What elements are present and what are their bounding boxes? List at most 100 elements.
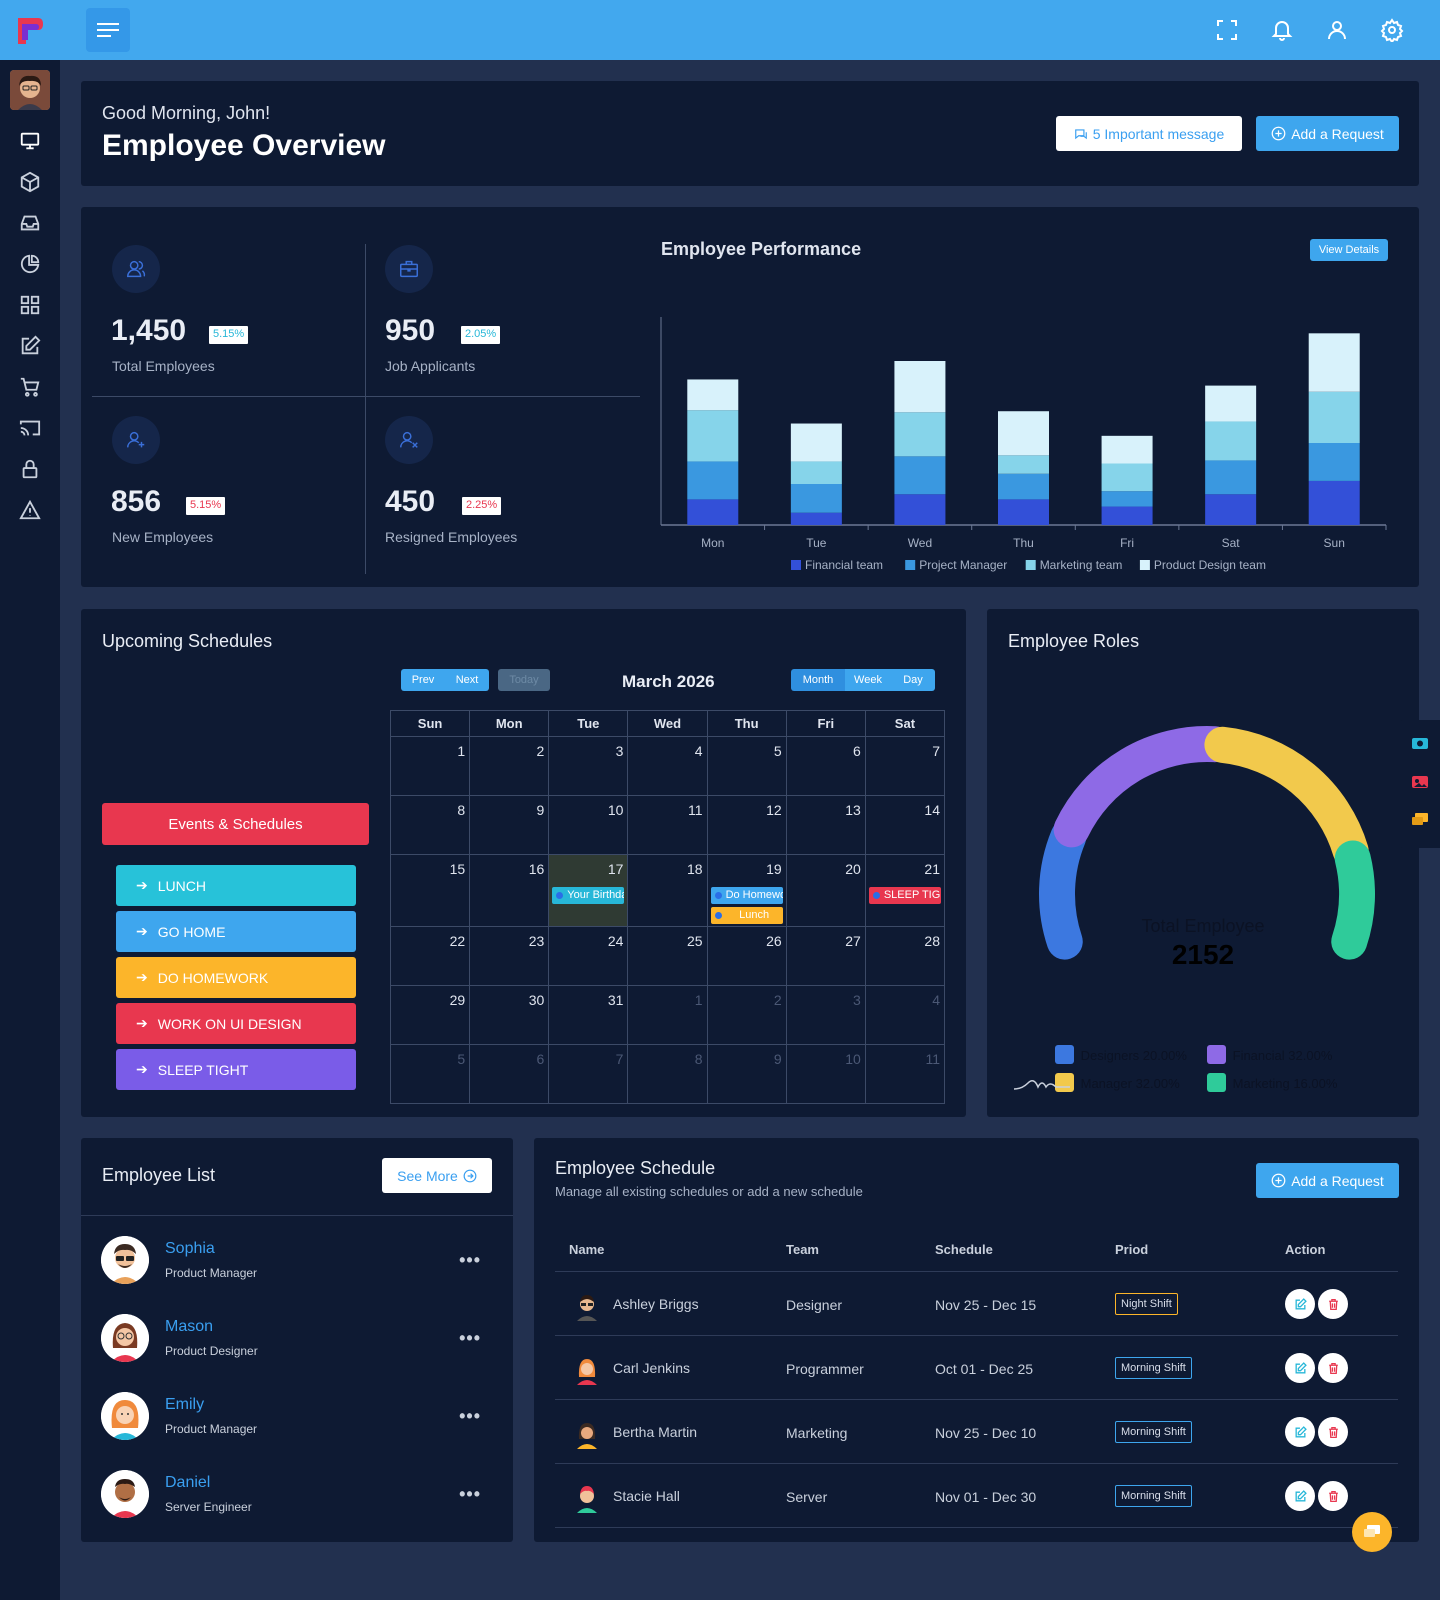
calendar-next-button[interactable]: Next <box>445 669 489 691</box>
calendar-view-month[interactable]: Month <box>791 669 845 691</box>
calendar-today-button[interactable]: Today <box>498 669 550 691</box>
important-message-button[interactable]: 5 Important message <box>1056 116 1242 151</box>
calendar-day[interactable]: 4 <box>627 736 708 796</box>
more-options-icon[interactable]: ••• <box>459 1406 481 1426</box>
user-icon[interactable] <box>1325 18 1349 42</box>
bell-icon[interactable] <box>1270 18 1294 42</box>
employee-list-item[interactable]: Daniel Server Engineer ••• <box>101 1470 491 1530</box>
calendar-day[interactable]: 12 <box>706 795 787 855</box>
more-options-icon[interactable]: ••• <box>459 1484 481 1504</box>
calendar-day-other-month[interactable]: 9 <box>706 1044 787 1104</box>
lock-icon[interactable] <box>19 458 41 480</box>
event-button-lunch[interactable]: ➔ LUNCH <box>116 865 356 906</box>
column-header-action[interactable]: Action <box>1285 1242 1326 1257</box>
employee-name[interactable]: Mason <box>165 1318 214 1335</box>
event-sleep-tight[interactable]: SLEEP TIGHT <box>868 887 941 904</box>
calendar-day-other-month[interactable]: 5 <box>389 1044 471 1104</box>
calendar-prev-button[interactable]: Prev <box>401 669 445 691</box>
calendar-day[interactable]: 15 <box>389 854 471 927</box>
calendar-day-other-month[interactable]: 11 <box>864 1044 946 1104</box>
calendar-day[interactable]: 31 <box>548 985 629 1045</box>
calendar-day[interactable]: 24 <box>548 926 629 986</box>
event-button-ui-design[interactable]: ➔ WORK ON UI DESIGN <box>116 1003 356 1044</box>
calendar-day-today[interactable]: 17 Your Birthday <box>548 854 629 927</box>
camera-icon[interactable] <box>1411 736 1429 750</box>
calendar-view-week[interactable]: Week <box>845 669 891 691</box>
calendar-day[interactable]: 6 <box>785 736 866 796</box>
gear-icon[interactable] <box>1380 18 1404 42</box>
calendar-day-other-month[interactable]: 3 <box>785 985 866 1045</box>
calendar-day[interactable]: 5 <box>706 736 787 796</box>
calendar-day-other-month[interactable]: 2 <box>706 985 787 1045</box>
calendar-day[interactable]: 10 <box>548 795 629 855</box>
calendar-day[interactable]: 3 <box>548 736 629 796</box>
calendar-day-other-month[interactable]: 10 <box>785 1044 866 1104</box>
calendar-day-other-month[interactable]: 1 <box>627 985 708 1045</box>
chat-bubble-icon[interactable] <box>1411 812 1429 828</box>
more-options-icon[interactable]: ••• <box>459 1250 481 1270</box>
calendar-day[interactable]: 29 <box>389 985 471 1045</box>
add-request-button[interactable]: Add a Request <box>1256 116 1399 151</box>
employee-name[interactable]: Sophia <box>165 1240 215 1257</box>
delete-button[interactable] <box>1318 1481 1348 1511</box>
event-do-homework[interactable]: Do Homework <box>710 887 783 904</box>
edit-button[interactable] <box>1285 1353 1315 1383</box>
calendar-day[interactable]: 2 <box>469 736 550 796</box>
calendar-day[interactable]: 21 SLEEP TIGHT <box>864 854 946 927</box>
calendar-day-other-month[interactable]: 6 <box>469 1044 550 1104</box>
cube-icon[interactable] <box>19 171 41 193</box>
calendar-day-other-month[interactable]: 8 <box>627 1044 708 1104</box>
employee-name[interactable]: Daniel <box>165 1474 211 1491</box>
alert-icon[interactable] <box>19 499 41 521</box>
menu-toggle-button[interactable] <box>86 8 130 52</box>
calendar-day[interactable]: 23 <box>469 926 550 986</box>
edit-button[interactable] <box>1285 1289 1315 1319</box>
edit-button[interactable] <box>1285 1481 1315 1511</box>
calendar-day-other-month[interactable]: 7 <box>548 1044 629 1104</box>
view-details-button[interactable]: View Details <box>1310 239 1388 261</box>
calendar-day[interactable]: 18 <box>627 854 708 927</box>
app-logo-icon[interactable] <box>16 16 44 46</box>
calendar-day[interactable]: 20 <box>785 854 866 927</box>
pie-chart-icon[interactable] <box>19 253 41 275</box>
delete-button[interactable] <box>1318 1289 1348 1319</box>
calendar-day[interactable]: 30 <box>469 985 550 1045</box>
employee-list-item[interactable]: Emily Product Manager ••• <box>101 1392 491 1452</box>
event-button-do-homework[interactable]: ➔ DO HOMEWORK <box>116 957 356 998</box>
monitor-icon[interactable] <box>19 130 41 152</box>
calendar-day[interactable]: 28 <box>864 926 946 986</box>
calendar-day-other-month[interactable]: 4 <box>864 985 946 1045</box>
edit-button[interactable] <box>1285 1417 1315 1447</box>
schedule-add-request-button[interactable]: Add a Request <box>1256 1163 1399 1198</box>
column-header-period[interactable]: Priod <box>1115 1242 1149 1257</box>
more-options-icon[interactable]: ••• <box>459 1328 481 1348</box>
calendar-day[interactable]: 22 <box>389 926 471 986</box>
calendar-day[interactable]: 9 <box>469 795 550 855</box>
calendar-day[interactable]: 16 <box>469 854 550 927</box>
event-button-sleep-tight[interactable]: ➔ SLEEP TIGHT <box>116 1049 356 1090</box>
calendar-day[interactable]: 26 <box>706 926 787 986</box>
calendar-view-day[interactable]: Day <box>891 669 935 691</box>
event-lunch[interactable]: Lunch <box>710 907 783 924</box>
employee-name[interactable]: Emily <box>165 1396 205 1413</box>
delete-button[interactable] <box>1318 1417 1348 1447</box>
calendar-day[interactable]: 11 <box>627 795 708 855</box>
cast-icon[interactable] <box>19 417 41 439</box>
event-your-birthday[interactable]: Your Birthday <box>552 887 625 904</box>
employee-list-item[interactable]: Mason Product Designer ••• <box>101 1314 491 1374</box>
delete-button[interactable] <box>1318 1353 1348 1383</box>
inbox-icon[interactable] <box>19 212 41 234</box>
floating-chat-button[interactable] <box>1352 1512 1392 1552</box>
calendar-day[interactable]: 7 <box>864 736 946 796</box>
image-icon[interactable] <box>1411 774 1429 790</box>
column-header-name[interactable]: Name <box>569 1242 605 1257</box>
calendar-day[interactable]: 8 <box>389 795 471 855</box>
edit-icon[interactable] <box>19 335 41 357</box>
event-button-go-home[interactable]: ➔ GO HOME <box>116 911 356 952</box>
grid-icon[interactable] <box>19 294 41 316</box>
cart-icon[interactable] <box>19 376 41 398</box>
column-header-team[interactable]: Team <box>786 1242 819 1257</box>
calendar-day[interactable]: 27 <box>785 926 866 986</box>
calendar-day[interactable]: 19 Do Homework Lunch <box>706 854 787 927</box>
calendar-day[interactable]: 14 <box>864 795 946 855</box>
